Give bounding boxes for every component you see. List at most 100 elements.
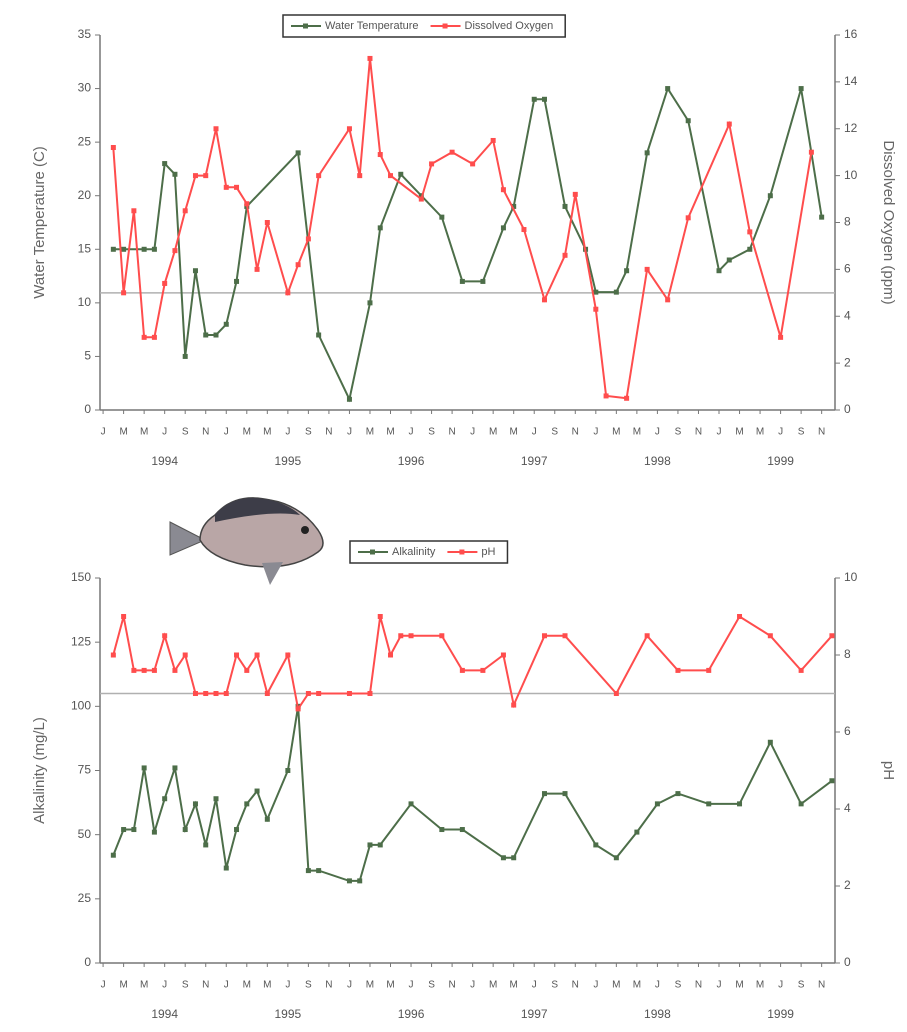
data-point [603,393,609,399]
data-point [203,332,209,338]
data-point [213,126,219,132]
x-tick-label: M [633,427,641,438]
y-tick-label: 0 [84,955,91,969]
x-tick-label: N [818,980,825,991]
data-point [110,852,116,858]
data-point [706,667,712,673]
x-tick-label: N [325,427,332,438]
data-point [244,201,250,207]
x-tick-label: M [386,427,394,438]
x-tick-label: M [243,980,251,991]
x-tick-label: M [140,427,148,438]
data-point [500,652,506,658]
data-point [192,268,198,274]
x-tick-label: M [510,427,518,438]
x-tick-label: S [305,980,312,991]
x-group-label: 1997 [521,1007,548,1021]
data-point [808,149,814,155]
data-point [264,220,270,225]
data-point [829,633,835,639]
data-point [305,868,311,874]
data-point [377,842,383,848]
x-tick-label: S [551,980,558,991]
x-tick-label: S [798,980,805,991]
data-point [613,691,619,696]
x-tick-label: M [735,980,743,991]
data-point [182,827,188,833]
data-point [377,614,383,619]
x-tick-label: N [572,980,579,991]
data-point [388,173,394,179]
data-point [346,126,352,132]
x-tick-label: N [448,980,455,991]
data-point [367,300,373,306]
data-point [747,229,753,235]
x-tick-label: J [347,980,352,991]
data-point [500,187,506,193]
x-tick-label: N [325,980,332,991]
data-point [377,225,383,231]
x-tick-label: M [366,980,374,991]
data-point [624,268,630,274]
data-point [459,827,465,833]
x-tick-label: J [101,980,106,991]
x-tick-label: J [470,980,475,991]
fish-fin [262,562,283,585]
y-tick-label: 5 [84,349,91,363]
data-point [203,173,209,179]
data-point [141,765,147,771]
data-point [377,152,383,158]
x-tick-label: J [162,980,167,991]
data-point [798,667,804,673]
y-tick-label: 75 [78,763,92,777]
data-point [151,334,157,340]
x-tick-label: S [428,427,435,438]
x-tick-label: S [675,427,682,438]
legend-label: pH [481,546,495,558]
legend: Water Temperature Dissolved Oxygen [282,14,566,38]
data-point [613,855,619,861]
data-point [234,827,240,833]
x-tick-label: M [510,980,518,991]
x-tick-label: J [285,980,290,991]
x-tick-label: S [798,427,805,438]
y2-tick-label: 8 [844,215,851,229]
data-point [213,796,219,802]
x-tick-label: M [263,427,271,438]
data-point [500,225,506,231]
x-tick-label: M [386,980,394,991]
data-point [213,332,219,338]
x-tick-label: S [675,980,682,991]
y-tick-label: 20 [78,188,92,202]
x-tick-label: J [717,427,722,438]
data-point [665,86,671,92]
data-point [459,278,465,284]
legend-marker [370,549,375,555]
x-group-label: 1996 [398,1007,425,1021]
data-point [798,86,804,92]
x-group-label: 1999 [767,454,794,468]
x-tick-label: M [756,427,764,438]
data-point [654,801,660,807]
data-point [316,332,322,338]
data-point [541,96,547,102]
y2-tick-label: 4 [844,308,851,322]
data-point [613,289,619,295]
x-tick-label: J [778,427,783,438]
x-tick-label: N [448,427,455,438]
data-point [541,297,547,303]
x-group-label: 1997 [521,454,548,468]
fish-illustration [169,497,324,585]
data-point [624,395,630,401]
data-point [685,215,691,221]
y-tick-label: 15 [78,241,92,255]
data-point [234,278,240,284]
data-point [234,652,240,658]
y-tick-label: 30 [78,81,92,95]
y-axis-title: Water Temperature (C) [31,146,48,299]
data-point [737,614,743,619]
x-tick-label: N [695,980,702,991]
x-tick-label: J [593,427,598,438]
x-tick-label: S [551,427,558,438]
data-point [182,353,188,359]
